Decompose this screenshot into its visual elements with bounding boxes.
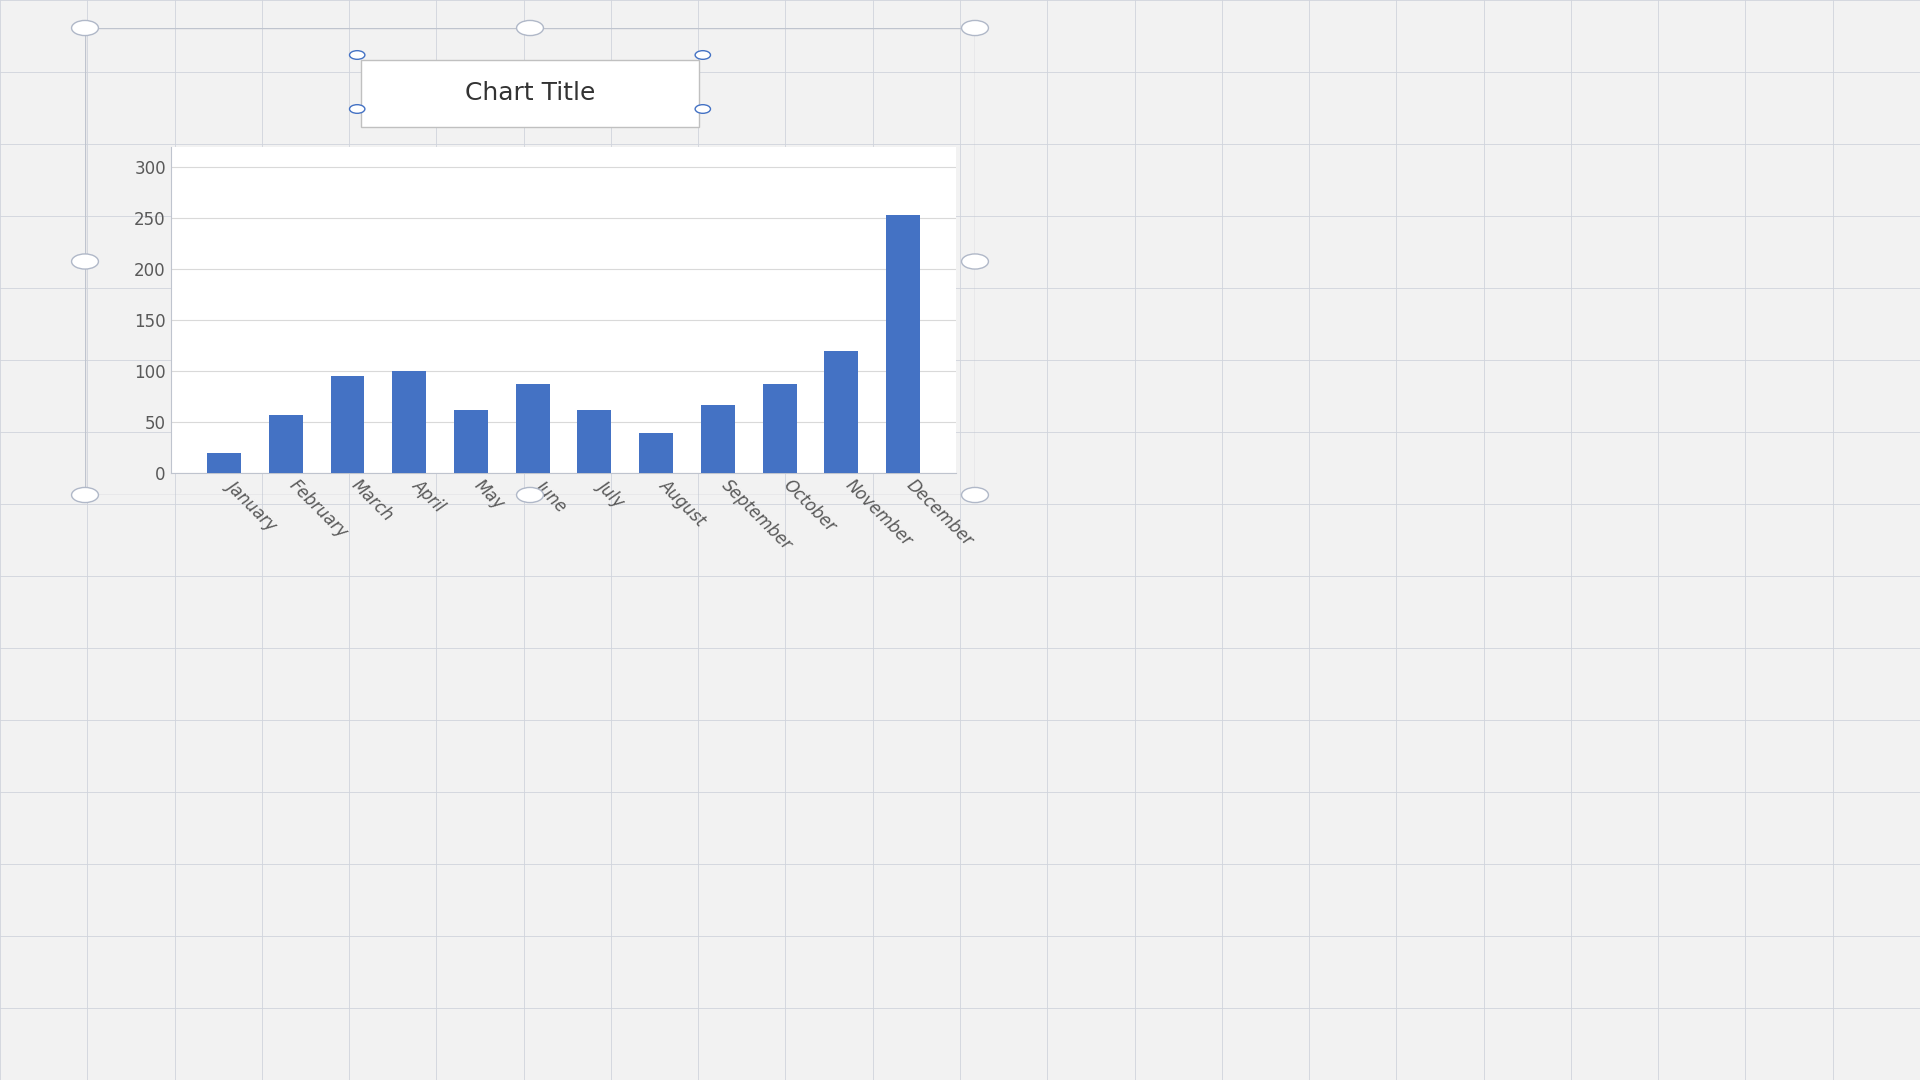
Bar: [762, 383, 797, 473]
Text: Chart Title: Chart Title: [465, 81, 595, 105]
Bar: [207, 453, 242, 473]
Bar: [639, 433, 674, 473]
Bar: [392, 372, 426, 473]
Bar: [578, 410, 611, 473]
Bar: [269, 415, 303, 473]
Bar: [887, 215, 920, 473]
FancyBboxPatch shape: [361, 60, 699, 126]
Bar: [824, 351, 858, 473]
Bar: [453, 410, 488, 473]
Bar: [330, 377, 365, 473]
Bar: [516, 383, 549, 473]
Bar: [701, 405, 735, 473]
